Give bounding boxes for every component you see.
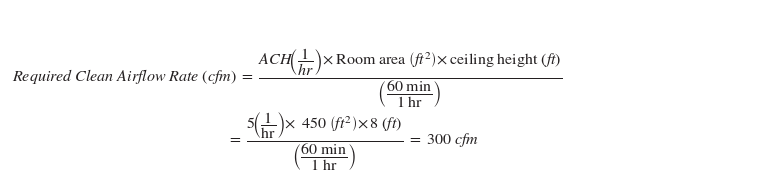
Text: $=\ \dfrac{5\!\left(\dfrac{1}{\mathrm{hr}}\right)\!\times\ 450\ \left(\mathit{ft: $=\ \dfrac{5\!\left(\dfrac{1}{\mathrm{hr… [227, 110, 478, 173]
Text: $\mathit{Required\ Clean\ Airflow\ Rate\ (cfm)}\ =\ \dfrac{ACH\!\left(\dfrac{1}{: $\mathit{Required\ Clean\ Airflow\ Rate\… [12, 46, 561, 110]
